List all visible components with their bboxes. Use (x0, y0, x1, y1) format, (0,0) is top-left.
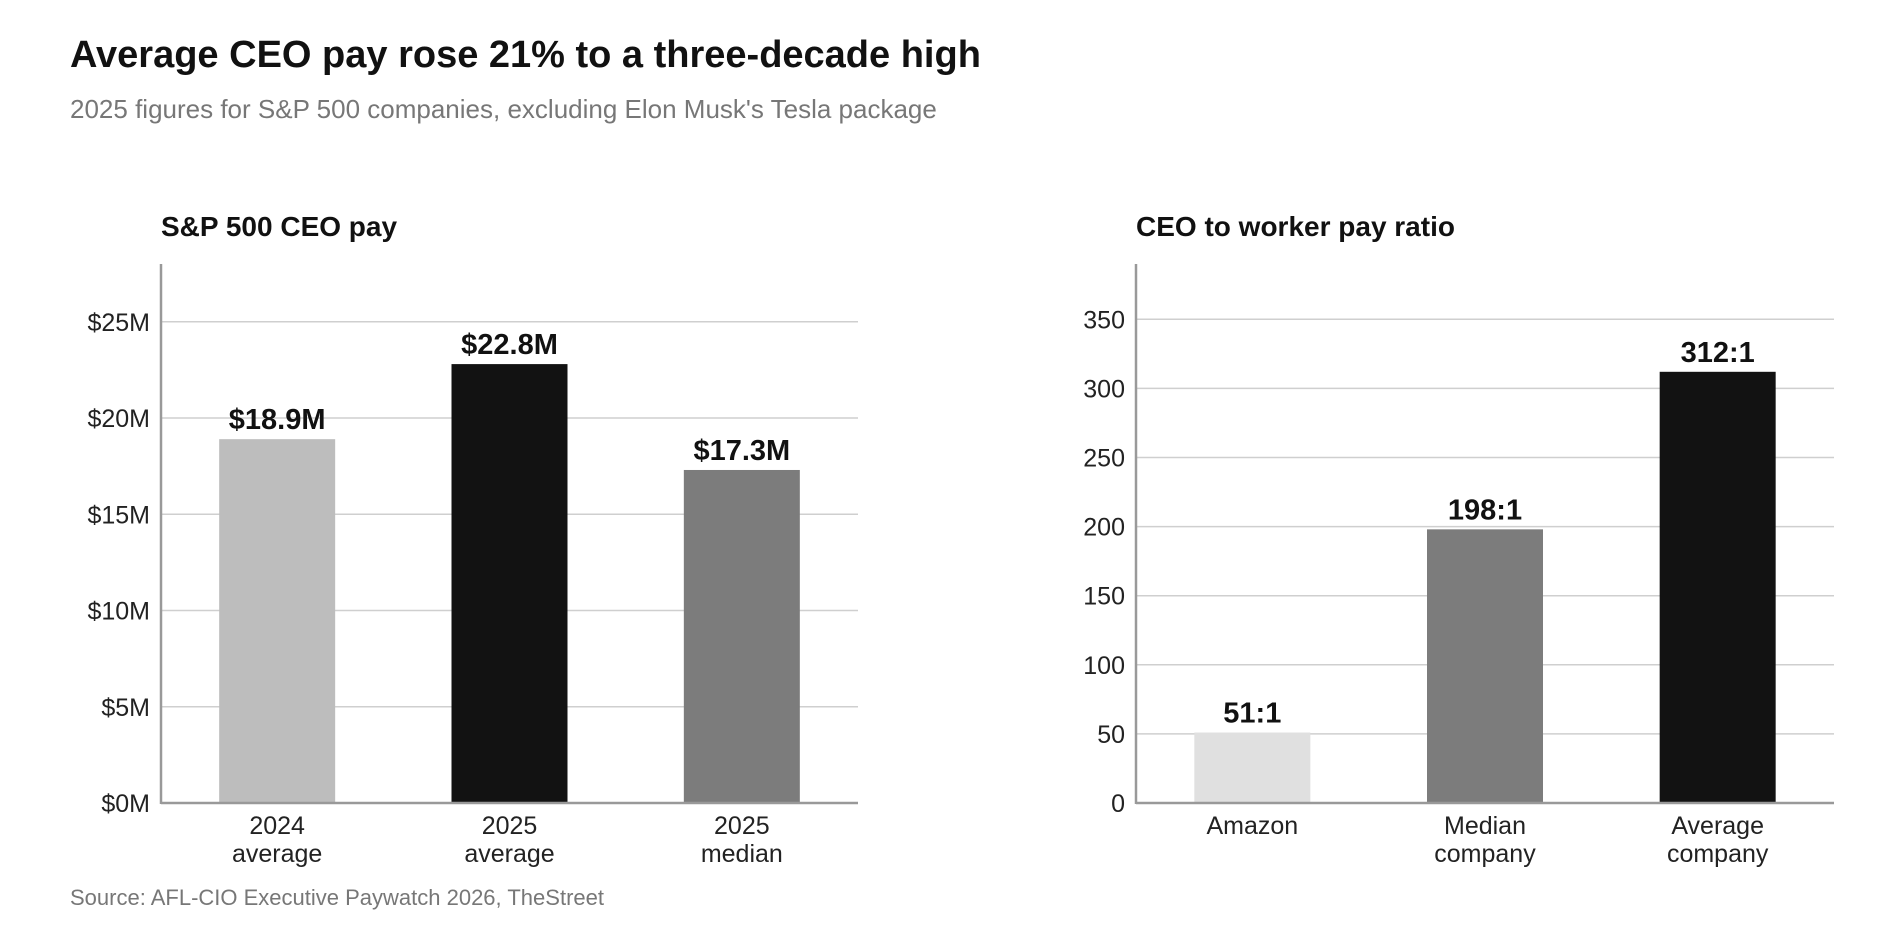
category-label: Median (1444, 812, 1526, 840)
y-tick-label: 350 (1083, 306, 1125, 334)
pay-ratio-chart: CEO to worker pay ratio 0 50 100 150 200 250 30… (1083, 211, 1834, 868)
category-label: average (464, 840, 554, 868)
category-label: average (232, 840, 322, 868)
data-label: 312:1 (1681, 337, 1755, 369)
bar (683, 469, 800, 803)
y-tick-label: $0M (101, 790, 150, 818)
data-label: $18.9M (229, 404, 326, 436)
y-tick-label: $20M (87, 405, 150, 433)
data-label: $17.3M (693, 435, 790, 467)
bar (1659, 371, 1776, 803)
category-label: Average (1671, 812, 1764, 840)
y-tick-label: 100 (1083, 652, 1125, 680)
category-label: Amazon (1206, 812, 1298, 840)
chart-title: CEO to worker pay ratio (1136, 211, 1455, 242)
page-subtitle: 2025 figures for S&P 500 companies, excl… (70, 94, 937, 124)
bar (219, 439, 336, 803)
y-tick-label: 250 (1083, 444, 1125, 472)
category-label: 2025 (714, 812, 770, 840)
bar (451, 364, 568, 803)
category-label: company (1434, 840, 1536, 868)
y-tick-label: $10M (87, 598, 150, 626)
source-note: Source: AFL-CIO Executive Paywatch 2026,… (70, 885, 604, 910)
y-tick-label: $25M (87, 309, 150, 337)
y-tick-label: $15M (87, 501, 150, 529)
y-tick-label: 200 (1083, 514, 1125, 542)
category-label: 2025 (482, 812, 538, 840)
page-title: Average CEO pay rose 21% to a three-deca… (70, 34, 981, 76)
y-tick-label: 50 (1097, 721, 1125, 749)
data-label: 51:1 (1223, 698, 1281, 730)
bar (1427, 529, 1543, 803)
category-label: company (1667, 840, 1769, 868)
data-label: $22.8M (461, 329, 558, 361)
chart-title: S&P 500 CEO pay (161, 211, 397, 242)
bar (1194, 732, 1311, 803)
data-label: 198:1 (1448, 494, 1522, 526)
category-label: 2024 (249, 812, 305, 840)
category-label: median (701, 840, 783, 868)
y-tick-label: $5M (101, 694, 150, 722)
y-tick-label: 0 (1111, 790, 1125, 818)
y-tick-label: 300 (1083, 375, 1125, 403)
y-tick-label: 150 (1083, 583, 1125, 611)
ceo-pay-chart: S&P 500 CEO pay $0M $5M $10M $15M $20M $25M $18… (87, 211, 858, 868)
